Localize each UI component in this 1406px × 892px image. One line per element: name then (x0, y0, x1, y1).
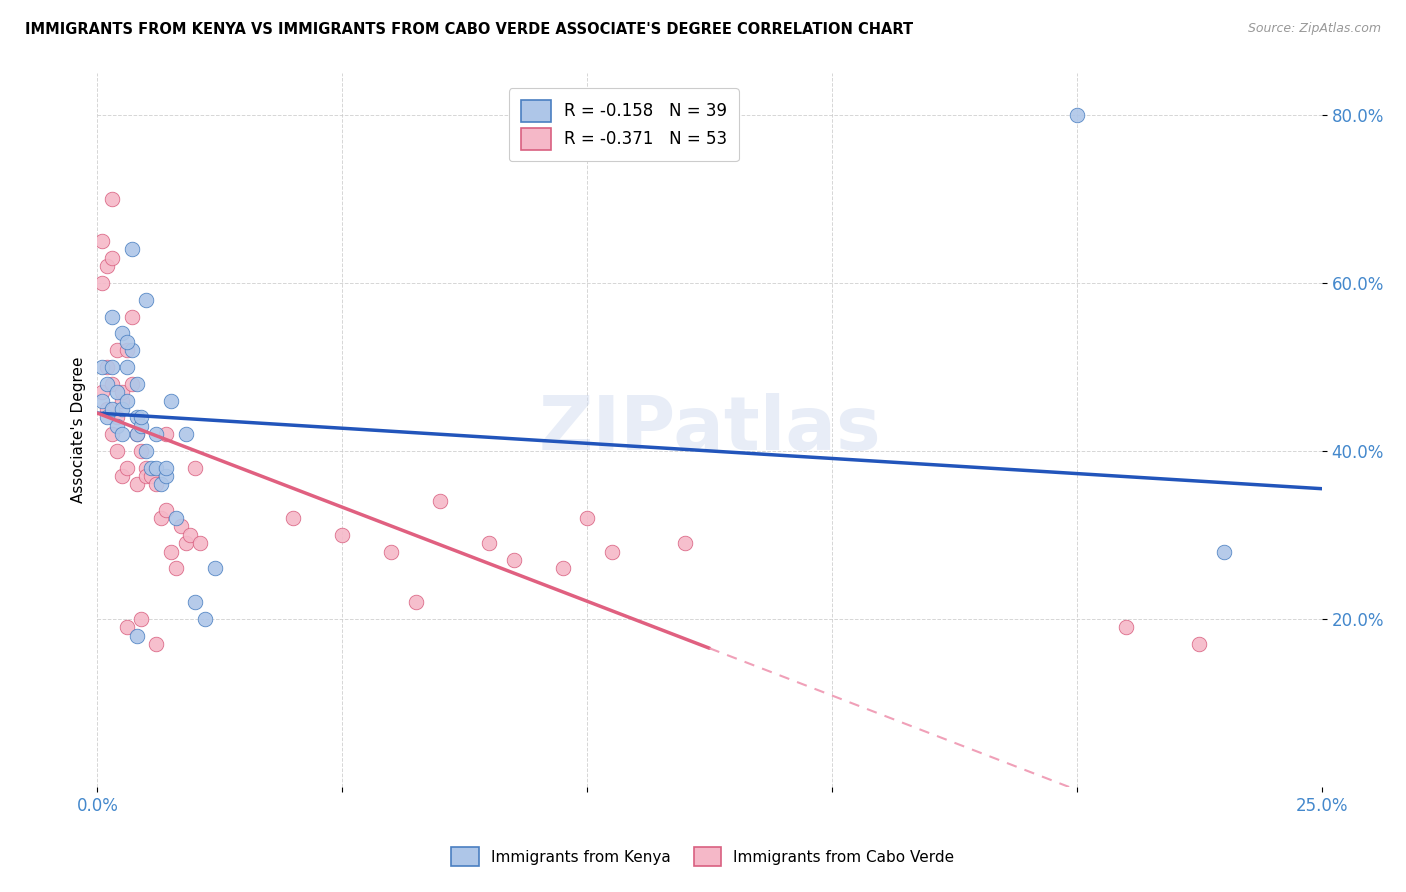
Point (380, 544, 402, 558)
Point (1212, 544, 1234, 558)
Point (105, 410, 128, 425)
Point (131, 410, 153, 425)
Point (159, 393, 181, 408)
Point (105, 443, 128, 458)
Point (121, 343, 143, 358)
Point (91, 276, 114, 290)
Point (165, 511, 187, 525)
Point (179, 528, 201, 542)
Point (115, 460, 138, 475)
Point (141, 469, 163, 483)
Point (125, 629, 148, 643)
Point (155, 427, 177, 442)
Point (101, 310, 124, 324)
Point (101, 376, 124, 391)
Point (105, 385, 128, 400)
Legend: Immigrants from Kenya, Immigrants from Cabo Verde: Immigrants from Kenya, Immigrants from C… (444, 839, 962, 873)
Point (125, 376, 148, 391)
Point (115, 359, 138, 374)
Point (150, 477, 173, 491)
Point (169, 519, 191, 533)
Point (204, 561, 226, 575)
Point (101, 427, 124, 442)
Point (155, 460, 177, 475)
Point (115, 343, 138, 358)
Point (429, 494, 451, 508)
Point (96, 359, 118, 374)
Point (1115, 620, 1137, 634)
Point (111, 401, 134, 416)
Point (150, 511, 173, 525)
Point (111, 469, 134, 483)
Point (1188, 637, 1211, 651)
Point (673, 536, 696, 550)
Legend: R = -0.158   N = 39, R = -0.371   N = 53: R = -0.158 N = 39, R = -0.371 N = 53 (509, 88, 738, 161)
Point (125, 477, 148, 491)
Point (115, 334, 138, 349)
Point (141, 460, 163, 475)
Point (135, 293, 157, 307)
Point (121, 243, 143, 257)
Point (121, 376, 143, 391)
Point (121, 310, 143, 324)
Point (184, 460, 207, 475)
Point (405, 595, 427, 609)
Point (125, 427, 148, 442)
Point (283, 511, 305, 525)
Point (91, 393, 114, 408)
Point (159, 544, 181, 558)
Point (91, 385, 114, 400)
Point (96, 410, 118, 425)
Point (174, 536, 197, 550)
Point (105, 418, 128, 433)
Point (502, 553, 524, 567)
Point (131, 612, 153, 626)
Point (165, 561, 187, 575)
Point (101, 192, 124, 206)
Point (184, 595, 207, 609)
Point (145, 637, 167, 651)
Y-axis label: Associate's Degree: Associate's Degree (72, 357, 86, 503)
Point (145, 477, 167, 491)
Point (111, 427, 134, 442)
Point (155, 502, 177, 516)
Point (551, 561, 574, 575)
Point (101, 359, 124, 374)
Text: ZIPatlas: ZIPatlas (538, 393, 882, 467)
Text: IMMIGRANTS FROM KENYA VS IMMIGRANTS FROM CABO VERDE ASSOCIATE'S DEGREE CORRELATI: IMMIGRANTS FROM KENYA VS IMMIGRANTS FROM… (25, 22, 914, 37)
Point (101, 251, 124, 265)
Point (600, 544, 623, 558)
Point (478, 536, 501, 550)
Text: Source: ZipAtlas.com: Source: ZipAtlas.com (1247, 22, 1381, 36)
Point (96, 401, 118, 416)
Point (135, 460, 157, 475)
Point (135, 469, 157, 483)
Point (105, 343, 128, 358)
Point (111, 385, 134, 400)
Point (330, 528, 353, 542)
Point (125, 410, 148, 425)
Point (96, 259, 118, 273)
Point (1066, 108, 1088, 122)
Point (131, 418, 153, 433)
Point (135, 443, 157, 458)
Point (194, 612, 217, 626)
Point (174, 427, 197, 442)
Point (111, 326, 134, 341)
Point (115, 620, 138, 634)
Point (125, 427, 148, 442)
Point (91, 359, 114, 374)
Point (96, 376, 118, 391)
Point (145, 427, 167, 442)
Point (115, 393, 138, 408)
Point (155, 469, 177, 483)
Point (111, 393, 134, 408)
Point (188, 536, 211, 550)
Point (145, 460, 167, 475)
Point (91, 234, 114, 248)
Point (131, 443, 153, 458)
Point (101, 401, 124, 416)
Point (576, 511, 599, 525)
